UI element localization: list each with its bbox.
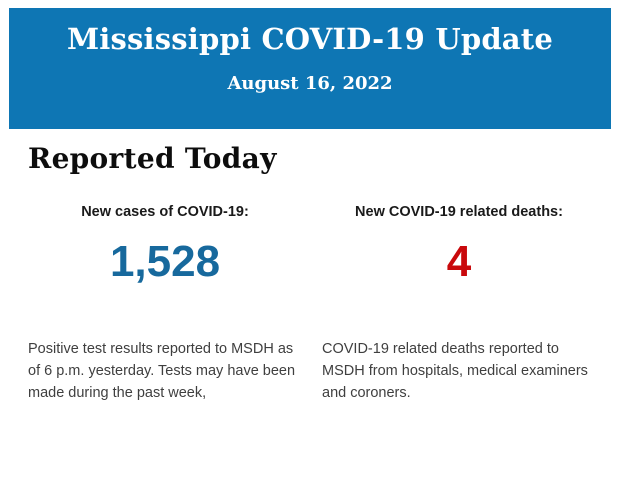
cases-description: Positive test results reported to MSDH a… — [28, 341, 296, 401]
cases-label: New cases of COVID-19: — [81, 204, 249, 220]
deaths-description: COVID-19 related deaths reported to MSDH… — [322, 341, 588, 401]
newsletter-date: August 16, 2022 — [227, 73, 393, 94]
deaths-column: New COVID-19 related deaths: 4 COVID-19 … — [322, 203, 596, 404]
section-heading: Reported Today — [28, 142, 277, 175]
header-banner: Mississippi COVID-19 Update August 16, 2… — [9, 8, 611, 129]
cases-column: New cases of COVID-19: 1,528 Positive te… — [28, 203, 302, 404]
stats-columns: New cases of COVID-19: 1,528 Positive te… — [28, 203, 596, 404]
newsletter-title: Mississippi COVID-19 Update — [66, 22, 554, 56]
cases-value: 1,528 — [109, 237, 221, 286]
deaths-label: New COVID-19 related deaths: — [355, 204, 563, 220]
deaths-value: 4 — [446, 237, 472, 286]
main-content: Reported Today New cases of COVID-19: 1,… — [0, 141, 620, 404]
